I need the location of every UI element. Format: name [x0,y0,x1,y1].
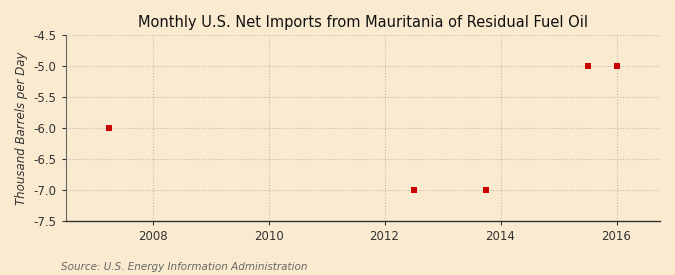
Point [611,64,622,68]
Point [582,64,593,68]
Point [481,188,491,193]
Title: Monthly U.S. Net Imports from Mauritania of Residual Fuel Oil: Monthly U.S. Net Imports from Mauritania… [138,15,588,30]
Point [408,188,419,193]
Point [104,126,115,131]
Y-axis label: Thousand Barrels per Day: Thousand Barrels per Day [15,52,28,205]
Text: Source: U.S. Energy Information Administration: Source: U.S. Energy Information Administ… [61,262,307,272]
